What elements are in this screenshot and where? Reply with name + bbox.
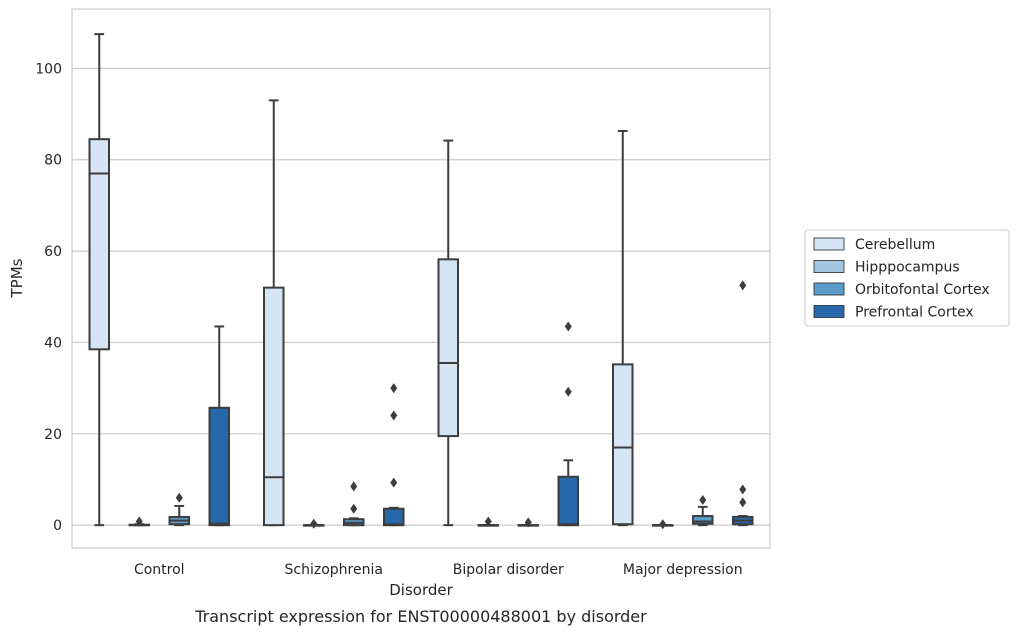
x-tick-label: Bipolar disorder [453,562,564,578]
box-hipppocampus [128,516,150,527]
box-iqr [88,138,110,351]
outlier-point [390,383,398,394]
x-tick-labels: Control Schizophrenia Bipolar disorder Majo… [134,562,743,578]
boxes-layer [88,33,754,530]
box-iqr [612,363,634,526]
y-tick-label: 60 [44,244,62,260]
box-cerebellum [263,99,285,527]
box-orbitofontal-cortex [343,481,365,527]
outlier-point [739,484,747,495]
y-tick-label: 80 [44,153,62,169]
plot-frame [71,8,771,549]
outlier-point [310,518,318,529]
outlier-point [390,477,398,488]
box-hipppocampus [477,516,499,527]
outlier-point [699,495,707,506]
legend-label: Prefrontal Cortex [855,305,974,321]
outlier-point [390,410,398,421]
legend-swatch [813,260,845,273]
y-tick-label: 40 [44,335,62,351]
outlier-point [659,519,667,530]
legend-label: Orbitofontal Cortex [855,282,990,298]
box-prefrontal-cortex [557,321,579,527]
box-orbitofontal-cortex [517,517,539,528]
box-hipppocampus [303,518,325,529]
box-prefrontal-cortex [732,280,754,527]
box-cerebellum [612,129,634,527]
outlier-point [350,503,358,514]
box-prefrontal-cortex [383,383,405,527]
x-tick-label: Control [134,562,185,578]
y-tick-label: 20 [44,427,62,443]
box-prefrontal-cortex [208,325,230,527]
box-iqr [557,475,579,527]
legend-label: Hipppocampus [855,260,960,276]
box-iqr [263,286,285,527]
outlier-point [175,492,183,503]
outlier-point [135,516,143,527]
outlier-point [484,516,492,527]
legend-swatch [813,282,845,296]
box-cerebellum [88,33,110,527]
box-iqr [437,258,459,438]
box-iqr [383,507,405,527]
chart-caption: Transcript expression for ENST0000048800… [194,607,647,626]
legend-label: Cerebellum [855,237,935,253]
box-orbitofontal-cortex [692,495,714,527]
box-hipppocampus [652,519,674,530]
x-tick-label: Schizophrenia [285,562,383,578]
x-axis-title: Disorder [389,581,453,599]
y-tick-label: 100 [35,61,62,77]
grid-lines [72,67,770,526]
legend-swatch [813,237,845,251]
x-tick-label: Major depression [623,562,743,578]
legend-frame [804,229,1010,327]
box-iqr [692,515,714,525]
legend-swatch [813,305,845,318]
outlier-point [564,321,572,332]
outlier-point [564,386,572,397]
y-tick-labels: 0 20 40 60 80 100 [35,61,62,534]
outlier-point [739,280,747,291]
legend: Cerebellum Hipppocampus Orbitofontal Corte… [804,229,1010,327]
outlier-point [524,517,532,528]
y-tick-label: 0 [53,518,62,534]
outlier-point [350,481,358,492]
box-cerebellum [437,139,459,527]
y-axis-title: TPMs [8,258,26,298]
box-iqr [208,406,230,527]
outlier-point [739,497,747,508]
box-orbitofontal-cortex [168,492,190,527]
